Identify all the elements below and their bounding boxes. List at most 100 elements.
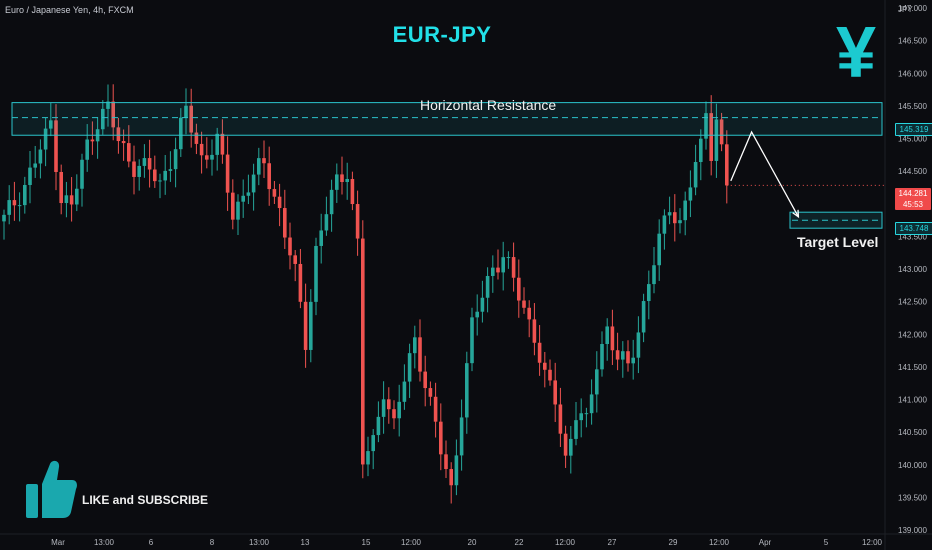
candle [23,176,27,214]
candle [12,181,17,221]
candle [407,343,412,398]
candle [579,398,583,438]
candle [272,181,277,204]
candle [444,440,448,478]
price-axis: 139.000 139.500 140.000 140.500 141.000 141.5… [884,0,927,550]
candle [428,381,433,406]
candle [132,145,136,195]
candle [543,351,547,388]
candle [589,379,594,425]
candle [418,319,422,382]
candle [262,140,266,178]
candle [413,325,417,369]
candle [59,164,63,215]
last-price: 144.281 [898,189,928,198]
candle [506,251,511,269]
candle [54,104,58,191]
x-tick-label: 13 [301,538,310,547]
x-tick-label: 6 [149,538,154,547]
candle [397,384,401,437]
candle [714,103,719,178]
candle [678,208,682,234]
x-tick-label: 13:00 [94,538,115,547]
candle [683,191,687,236]
x-tick-label: 12:00 [401,538,422,547]
candle [142,144,147,178]
candles [2,84,729,504]
candle [33,145,37,178]
candle [241,179,245,218]
candle [28,150,32,204]
thumbs-up-icon [26,460,77,518]
candle [423,355,427,407]
resistance-price-tag: 145.319 [895,123,932,136]
time-axis: Mar 13:00 6 8 13:00 13 15 12:00 20 22 12:00 27 29 12:… [0,533,932,547]
x-tick-label: 20 [468,538,477,547]
candle [90,121,95,155]
candle [116,117,121,154]
candle [64,181,69,218]
candle [153,155,157,188]
target-price-tag: 143.748 [895,222,932,235]
candle [647,270,651,320]
candle [636,316,641,374]
y-tick-label: 141.000 [898,396,927,405]
y-tick-label: 141.500 [898,363,927,372]
candle [267,146,271,206]
x-tick-label: 8 [210,538,215,547]
candle [433,382,438,438]
candle [522,287,526,314]
candle [210,139,214,176]
yen-icon: ¥ [835,13,877,93]
candle [127,125,131,168]
candle [257,147,261,186]
candle [553,362,557,422]
candle [361,220,365,479]
x-tick-label: 12:00 [709,538,730,547]
candle [610,309,615,365]
candle [527,300,531,338]
candle [615,332,620,371]
candle [657,219,661,281]
price-axis-unit: JPY [898,5,913,14]
y-tick-label: 147.000 [898,4,927,13]
candle [376,401,381,443]
candle [387,387,391,424]
candle [667,196,672,225]
candle [621,341,625,378]
candle [189,88,193,148]
candle [673,194,677,242]
candle [355,190,360,256]
y-tick-label: 140.500 [898,428,927,437]
x-tick-label: 15 [362,538,371,547]
candle [485,267,490,313]
candle [173,137,178,188]
candle [569,426,573,474]
candle [314,237,318,316]
candle [558,387,563,447]
candle [194,123,199,155]
candle [563,425,568,468]
candle [600,331,604,377]
candle [392,400,396,430]
candle [309,289,313,363]
candle [329,179,334,232]
candle [465,351,469,434]
resistance-zone [11,102,883,136]
candle [85,124,89,172]
candle [381,381,386,434]
y-tick-label: 145.000 [898,135,927,144]
y-tick-label: 140.000 [898,461,927,470]
candle [719,112,724,152]
candle [501,241,505,291]
candle [75,174,79,212]
candle [277,183,282,227]
candle [168,151,173,182]
candle [335,163,339,203]
candle [303,283,308,368]
candle [454,439,459,496]
candle [38,139,43,179]
symbol-info[interactable]: Euro / Japanese Yen, 4h, FXCM [5,5,134,15]
resistance-label: Horizontal Resistance [420,97,557,113]
